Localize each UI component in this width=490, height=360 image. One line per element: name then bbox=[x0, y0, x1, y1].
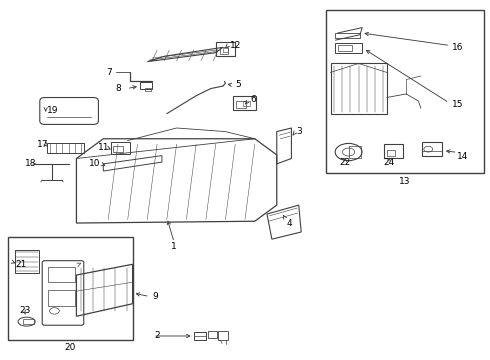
Text: 10: 10 bbox=[89, 159, 100, 168]
Text: 11: 11 bbox=[98, 143, 110, 152]
Text: 7: 7 bbox=[106, 68, 112, 77]
Bar bbox=[218, 331, 228, 340]
Bar bbox=[111, 142, 130, 154]
Text: 17: 17 bbox=[37, 140, 49, 149]
Text: 8: 8 bbox=[116, 84, 121, 93]
Bar bbox=[146, 88, 151, 91]
Bar bbox=[220, 47, 228, 54]
Bar bbox=[140, 82, 152, 89]
Bar bbox=[335, 42, 362, 53]
Bar bbox=[326, 10, 485, 173]
Text: 5: 5 bbox=[235, 81, 241, 90]
Text: 16: 16 bbox=[452, 43, 464, 52]
Text: 18: 18 bbox=[25, 159, 37, 168]
Text: 22: 22 bbox=[340, 158, 351, 167]
Text: 24: 24 bbox=[384, 158, 395, 167]
Text: 23: 23 bbox=[19, 306, 31, 315]
Text: 13: 13 bbox=[399, 177, 411, 186]
Bar bbox=[236, 101, 246, 108]
Text: 1: 1 bbox=[172, 242, 177, 251]
Bar bbox=[233, 96, 256, 110]
Text: 21: 21 bbox=[15, 260, 27, 269]
Bar bbox=[47, 143, 84, 153]
Bar bbox=[15, 250, 39, 273]
Text: 15: 15 bbox=[452, 100, 464, 109]
Bar bbox=[194, 332, 206, 339]
Bar bbox=[338, 45, 352, 51]
Bar bbox=[48, 291, 75, 306]
Bar bbox=[348, 146, 361, 158]
Bar bbox=[387, 149, 395, 156]
Text: 9: 9 bbox=[152, 292, 158, 301]
Bar bbox=[216, 42, 235, 56]
Bar bbox=[422, 142, 442, 156]
Bar bbox=[335, 33, 360, 39]
Bar bbox=[384, 144, 403, 158]
Text: 20: 20 bbox=[65, 343, 76, 352]
Bar bbox=[23, 319, 34, 324]
Bar bbox=[223, 48, 228, 51]
Bar bbox=[8, 237, 133, 339]
Bar bbox=[243, 102, 250, 107]
Text: 6: 6 bbox=[250, 95, 256, 104]
Text: 19: 19 bbox=[47, 105, 59, 114]
Bar bbox=[208, 331, 217, 338]
Bar bbox=[113, 146, 123, 152]
Text: 2: 2 bbox=[155, 332, 160, 341]
Text: 3: 3 bbox=[296, 127, 302, 136]
Text: 12: 12 bbox=[230, 41, 242, 50]
Text: 14: 14 bbox=[457, 152, 468, 161]
Bar bbox=[48, 267, 75, 282]
Bar bbox=[331, 63, 387, 114]
Text: 4: 4 bbox=[287, 219, 292, 228]
